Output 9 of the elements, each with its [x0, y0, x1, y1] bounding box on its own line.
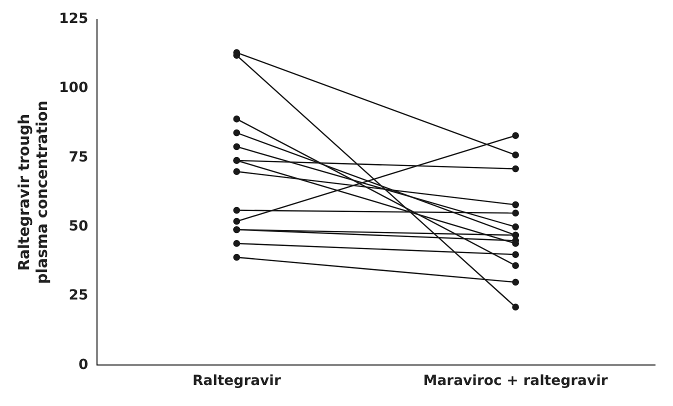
y-tick-label: 25 — [68, 288, 88, 304]
x-tick-label: Maraviroc + raltegravir — [423, 373, 608, 390]
y-tick-label: 0 — [78, 356, 88, 373]
y-tick-label: 125 — [58, 11, 88, 28]
x-tick-label: Raltegravir — [192, 373, 281, 390]
y-tick-label: 100 — [58, 80, 88, 96]
y-axis-title: Raltegravir trough plasma concentration — [14, 100, 51, 284]
y-tick-label: 75 — [68, 149, 88, 166]
y-tick-label: 50 — [68, 218, 88, 235]
